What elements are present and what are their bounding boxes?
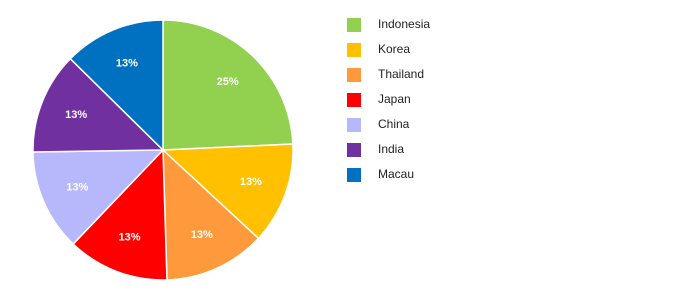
pie-slice [72,148,168,281]
legend-label: Thailand [378,67,424,81]
legend-swatch [347,118,361,132]
pie-slice [32,57,165,153]
value-label: 13% [66,181,88,193]
value-label: 13% [118,231,140,243]
pie-slice [162,19,294,151]
legend-swatch [347,43,361,57]
legend-label: India [378,142,404,156]
pie-slice [162,148,260,281]
value-label: 13% [65,109,87,121]
value-label: 13% [191,229,213,241]
pie-slice [161,143,294,240]
legend-label: China [378,117,410,131]
value-label: 13% [116,58,138,70]
legend-swatch [347,93,361,107]
legend-label: Indonesia [378,17,430,31]
legend-label: Macau [378,167,414,181]
pie-slice [69,19,164,152]
value-label: 25% [217,76,239,88]
legend-swatch [347,18,361,32]
legend-swatch [347,143,361,157]
legend-swatch [347,68,361,82]
legend-label: Japan [378,92,411,106]
legend-label: Korea [378,42,410,56]
pie-slice [32,149,165,246]
legend-swatch [347,168,361,182]
value-label: 13% [240,176,262,188]
